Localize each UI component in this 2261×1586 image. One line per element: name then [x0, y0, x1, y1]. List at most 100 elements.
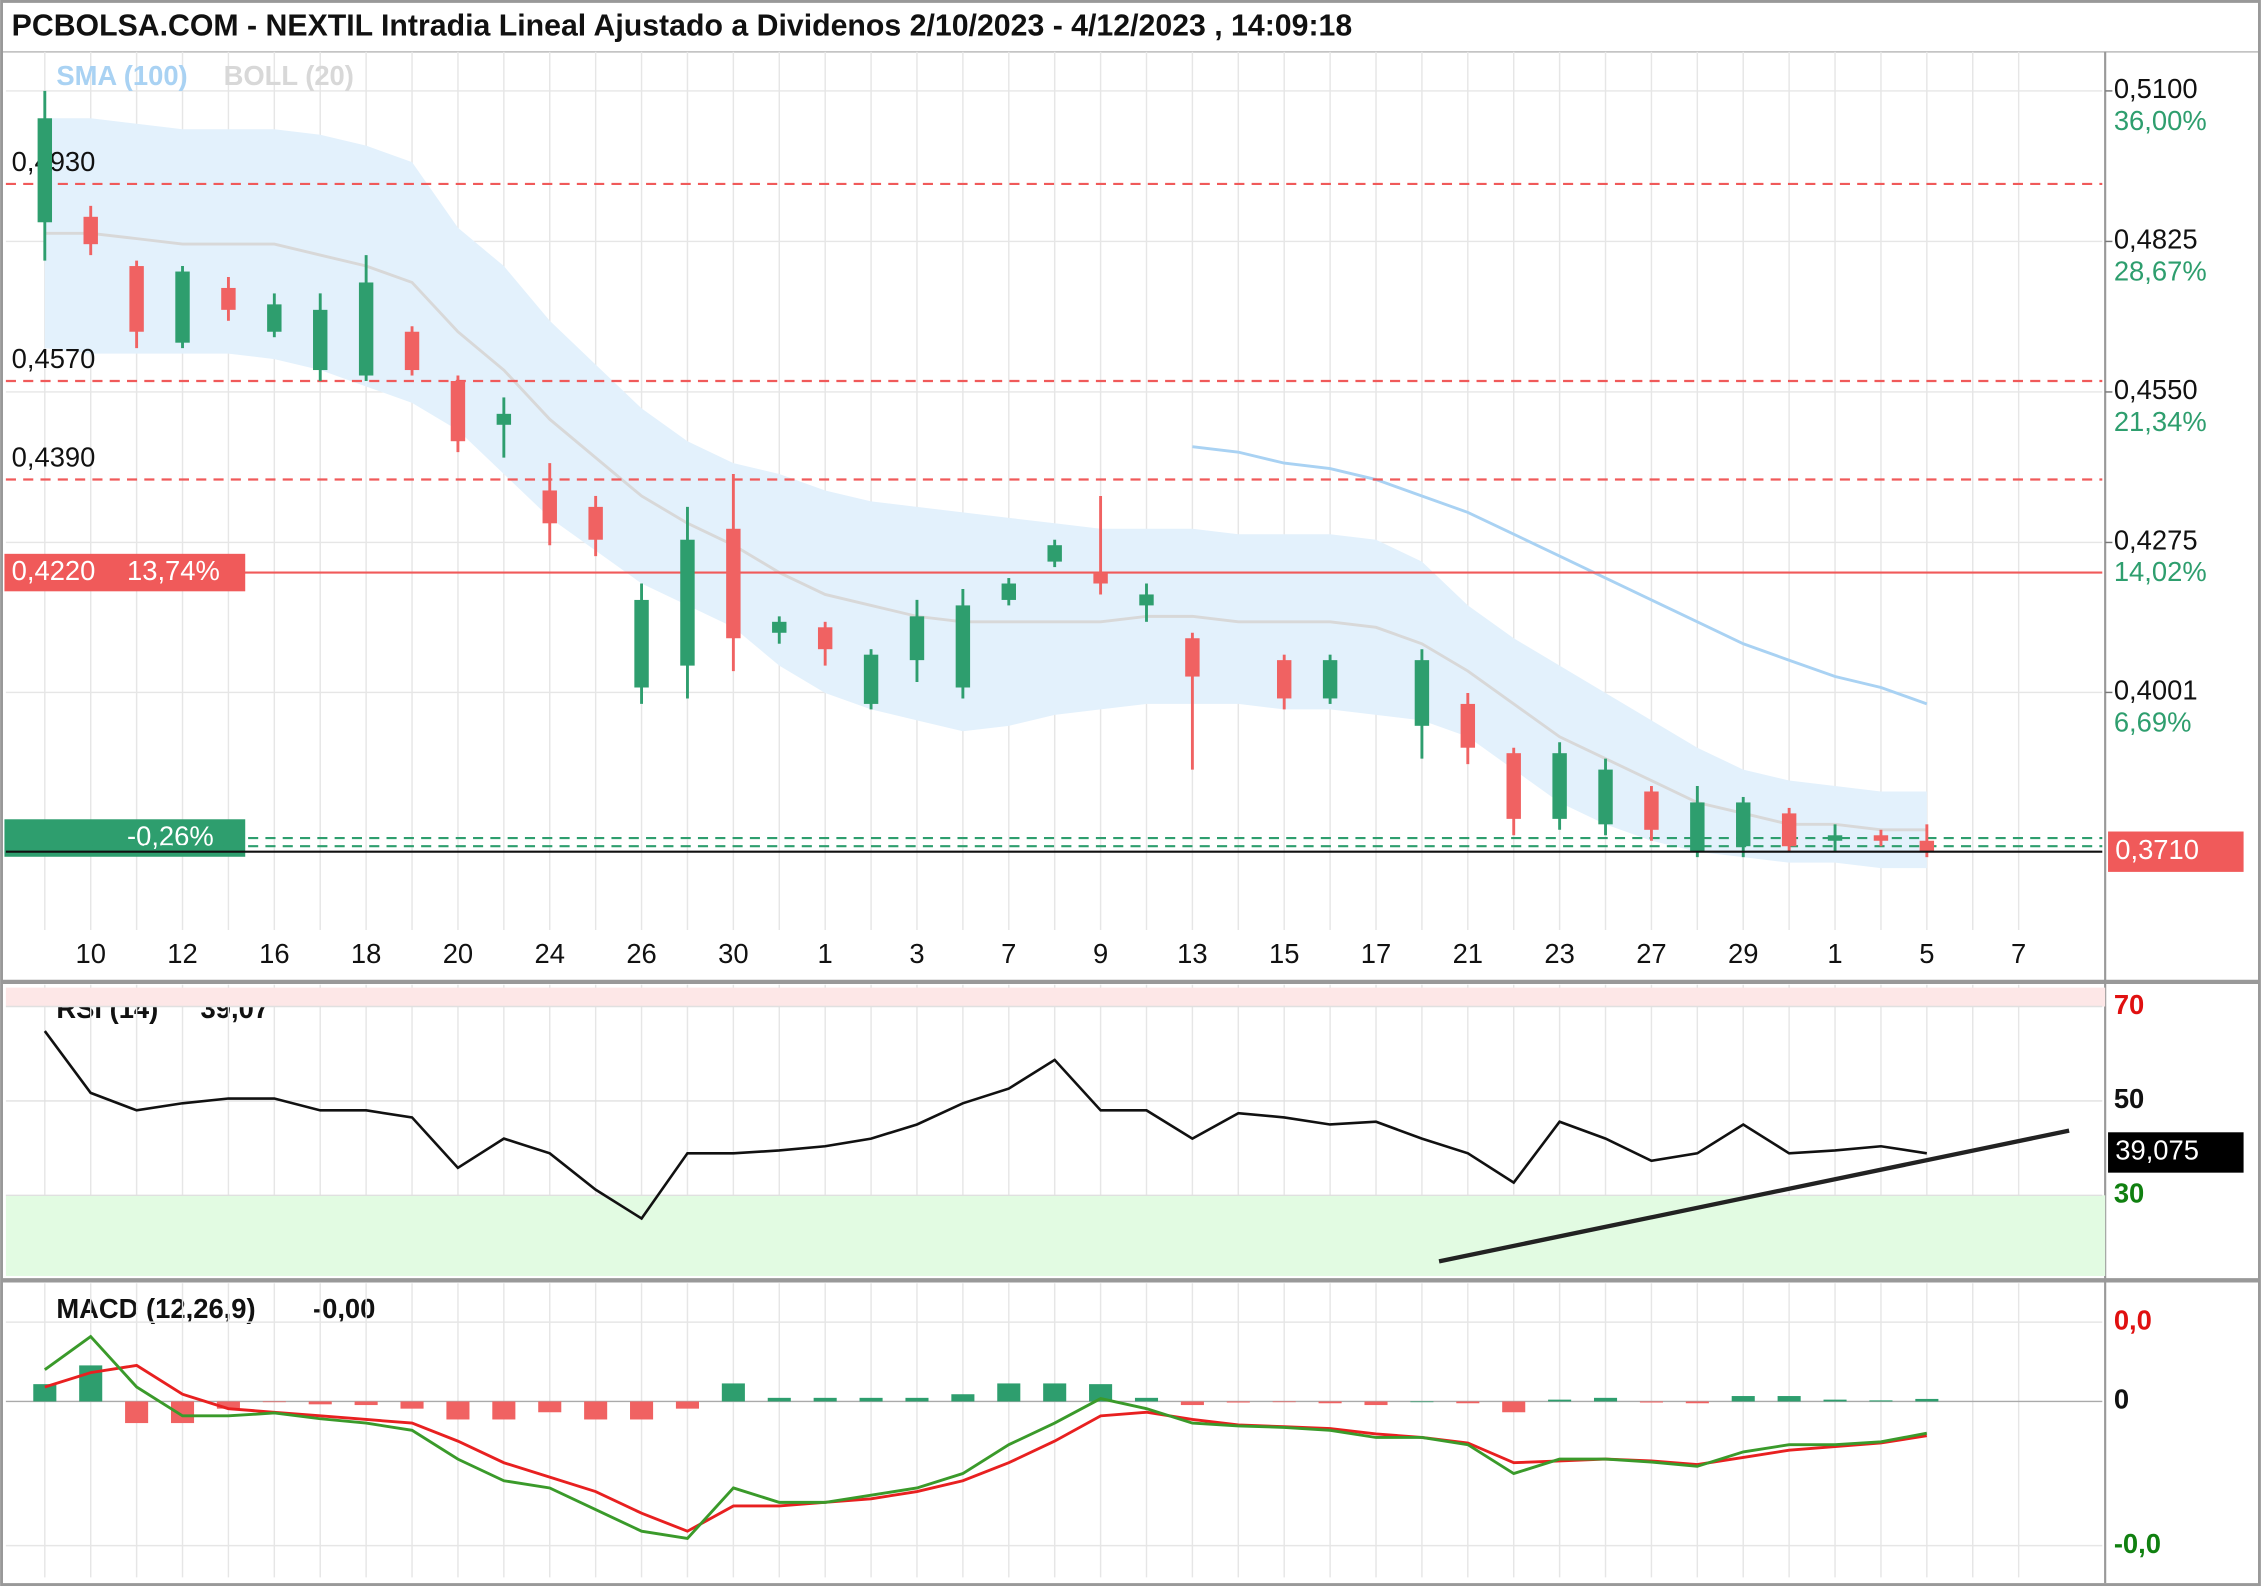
histogram-bar [1272, 1401, 1296, 1403]
histogram-bar [1685, 1401, 1709, 1404]
x-tick-label: 12 [167, 938, 197, 969]
histogram-bar [1823, 1399, 1847, 1402]
y-tick-label: 0,4825 [2114, 224, 2198, 255]
candle-body [1139, 594, 1154, 606]
level-label: 0,4220 [12, 555, 96, 586]
candle-body [1781, 813, 1797, 847]
histogram-bar [951, 1394, 975, 1402]
x-tick-label: 9 [1093, 938, 1108, 969]
x-tick-label: 7 [2011, 938, 2026, 969]
oversold-zone [5, 1195, 2106, 1277]
histogram-bar [1226, 1401, 1250, 1403]
histogram-bar [1410, 1401, 1434, 1403]
candle-body [1414, 660, 1430, 726]
x-tick-label: 26 [626, 938, 656, 969]
candle-body [267, 304, 282, 332]
histogram-bar [584, 1401, 608, 1420]
candle-body [1506, 753, 1521, 819]
histogram-bar [813, 1397, 837, 1402]
candle-body [1276, 660, 1292, 699]
x-tick-label: 20 [443, 938, 473, 969]
candle-body [955, 605, 971, 688]
x-tick-label: 5 [1919, 938, 1934, 969]
y-tick-label: 0,4001 [2114, 675, 2198, 706]
histogram-bar [1731, 1396, 1755, 1402]
level-label: 0,4570 [12, 343, 96, 374]
x-tick-label: 1 [1827, 938, 1842, 969]
candle-body [1598, 769, 1613, 825]
candle-body [1093, 572, 1108, 584]
candle-body [542, 490, 557, 524]
last-price-label: 0,3710 [2115, 834, 2199, 865]
candle-body [772, 621, 787, 633]
candle-body [129, 266, 144, 332]
x-tick-label: 10 [75, 938, 105, 969]
histogram-bar [859, 1397, 883, 1402]
bollinger-band [44, 118, 1927, 869]
candle-body [1460, 703, 1476, 748]
chart-title: PCBOLSA.COM - NEXTIL Intradia Lineal Aju… [12, 9, 1353, 42]
candle-body [1873, 835, 1889, 841]
y2-tick-label: 14,02% [2114, 556, 2207, 587]
candle-body [1827, 835, 1843, 841]
histogram-bar [1502, 1401, 1526, 1413]
candle-body [450, 380, 466, 442]
candle-body [1185, 638, 1200, 677]
level-pct: 13,74% [127, 555, 220, 586]
histogram-bar [1364, 1401, 1388, 1406]
level-label: 0,4390 [12, 442, 96, 473]
histogram-bar [1869, 1400, 1893, 1402]
candle-body [817, 627, 833, 650]
macd-title: MACD (12,26,9) [56, 1293, 255, 1324]
histogram-bar [216, 1401, 240, 1409]
bollinger-middle [44, 231, 1927, 832]
x-tick-label: 13 [1177, 938, 1207, 969]
candle-body [1736, 802, 1751, 847]
level-box [4, 819, 246, 857]
histogram-bar [1318, 1401, 1342, 1404]
histogram-bar [538, 1401, 562, 1413]
y-tick-label: 0,0 [2114, 1304, 2152, 1335]
x-tick-label: 17 [1361, 938, 1391, 969]
candle-body [680, 539, 695, 666]
x-tick-label: 21 [1453, 938, 1483, 969]
histogram-bar [1593, 1397, 1618, 1402]
last-price-box [2108, 831, 2244, 872]
candle-body [37, 118, 53, 223]
level-label: 0,4930 [12, 146, 96, 177]
candle-body [313, 309, 328, 371]
y-tick-label: -0,0 [2114, 1528, 2161, 1559]
candle-body [634, 599, 649, 688]
level-box [4, 553, 246, 592]
histogram-bar [630, 1401, 654, 1420]
histogram-bar [1639, 1401, 1663, 1403]
candle-body [726, 528, 741, 639]
candle-body [909, 616, 925, 661]
x-tick-label: 29 [1728, 938, 1758, 969]
histogram-bar [170, 1401, 195, 1424]
candle-body [1047, 545, 1062, 562]
rsi-last-label: 39,075 [2115, 1135, 2199, 1166]
candle-body [1919, 840, 1935, 852]
y2-tick-label: 6,69% [2114, 706, 2192, 737]
x-tick-label: 30 [718, 938, 748, 969]
candle-body [83, 216, 98, 245]
histogram-bar [721, 1383, 745, 1402]
histogram-bar [1089, 1384, 1113, 1402]
x-tick-label: 24 [535, 938, 565, 969]
y-tick-label: 0,5100 [2114, 73, 2198, 104]
y2-tick-label: 28,67% [2114, 255, 2207, 286]
histogram-bar [492, 1401, 516, 1420]
histogram-bar [1043, 1383, 1067, 1402]
histogram-bar [1777, 1396, 1801, 1402]
histogram-bar [675, 1401, 699, 1409]
y2-tick-label: 36,00% [2114, 105, 2207, 136]
histogram-bar [33, 1384, 57, 1402]
rsi-line [43, 1030, 1928, 1221]
candle-body [358, 282, 374, 376]
y-tick-label: 50 [2114, 1083, 2144, 1114]
histogram-bar [997, 1383, 1021, 1402]
candle-body [863, 654, 879, 704]
histogram-bar [125, 1401, 149, 1424]
x-tick-label: 15 [1269, 938, 1299, 969]
